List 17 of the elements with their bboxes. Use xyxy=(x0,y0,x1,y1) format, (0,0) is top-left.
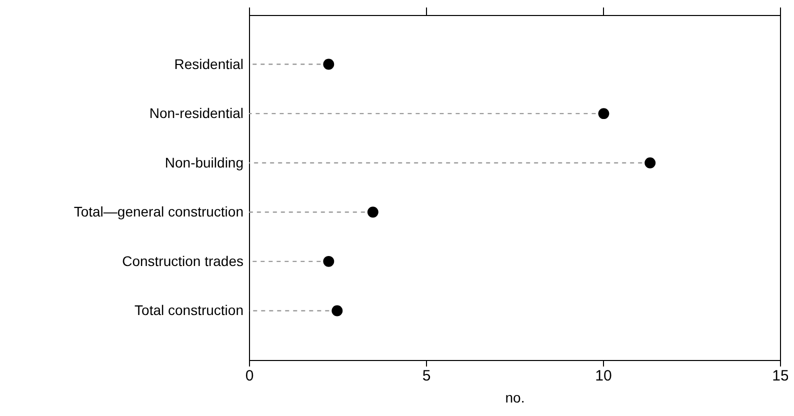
y-tick-label: Residential xyxy=(174,56,244,72)
x-tick-label: 15 xyxy=(772,368,789,384)
x-tick-label: 5 xyxy=(422,368,431,384)
x-axis-title: no. xyxy=(505,390,525,406)
point xyxy=(323,256,334,267)
point xyxy=(367,206,378,218)
y-tick-label: Total—general construction xyxy=(74,204,244,220)
point xyxy=(598,108,610,120)
point xyxy=(332,305,343,316)
x-tick-label: 0 xyxy=(245,368,254,384)
y-tick-label: Non-building xyxy=(164,154,244,170)
point xyxy=(644,157,656,168)
x-tick-label: 10 xyxy=(595,368,612,384)
y-tick-label: Construction trades xyxy=(122,252,244,269)
point xyxy=(323,58,334,70)
y-tick-label: Non-residential xyxy=(149,105,244,122)
y-tick-label: Total construction xyxy=(134,302,244,318)
